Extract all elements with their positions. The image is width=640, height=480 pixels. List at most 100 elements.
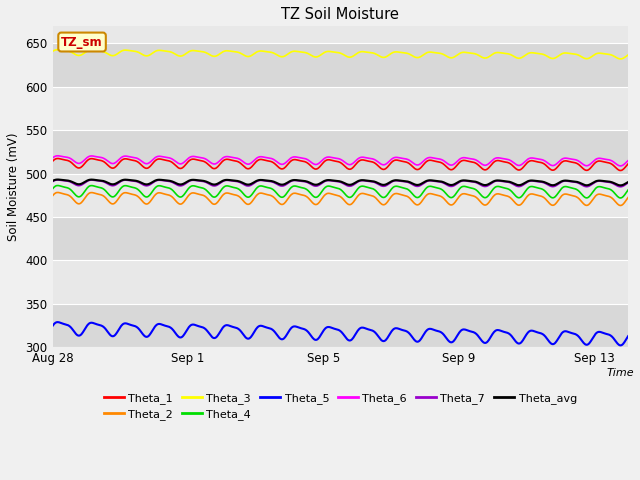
Theta_1 <box>616 168 624 173</box>
Theta_1 <box>396 158 404 164</box>
Theta_6 <box>49 155 56 161</box>
Theta_5 <box>49 323 56 329</box>
Theta_5 <box>348 337 355 343</box>
Theta_3 <box>49 48 56 54</box>
Theta_4 <box>624 187 632 193</box>
Y-axis label: Soil Moisture (mV): Soil Moisture (mV) <box>7 132 20 241</box>
Theta_1 <box>624 161 632 167</box>
Theta_3 <box>616 56 624 62</box>
Theta_6 <box>490 156 497 162</box>
Theta_1 <box>490 160 497 166</box>
Theta_5 <box>166 324 173 330</box>
Theta_4 <box>348 194 355 200</box>
Theta_7 <box>127 178 135 184</box>
Legend: Theta_1, Theta_2, Theta_3, Theta_4, Theta_5, Theta_6, Theta_7, Theta_avg: Theta_1, Theta_2, Theta_3, Theta_4, Thet… <box>99 388 581 425</box>
Theta_5 <box>396 326 404 332</box>
Line: Theta_avg: Theta_avg <box>52 180 628 185</box>
Theta_avg <box>166 178 173 184</box>
Theta_5 <box>624 333 632 339</box>
Theta_4 <box>49 186 56 192</box>
Theta_6 <box>127 154 135 160</box>
Theta_1 <box>348 166 355 172</box>
Theta_avg <box>490 179 497 184</box>
Theta_4 <box>490 186 497 192</box>
Theta_2 <box>166 192 173 198</box>
Theta_3 <box>166 49 173 55</box>
Theta_3 <box>490 51 497 57</box>
Theta_2 <box>49 193 56 199</box>
Theta_3 <box>115 50 123 56</box>
Theta_6 <box>348 161 355 167</box>
Line: Theta_7: Theta_7 <box>52 180 628 187</box>
Line: Theta_1: Theta_1 <box>52 158 628 170</box>
Text: Time: Time <box>606 368 634 378</box>
Theta_5 <box>490 330 497 336</box>
Theta_1 <box>127 157 135 163</box>
Line: Theta_3: Theta_3 <box>52 50 628 59</box>
Theta_1 <box>115 160 123 166</box>
Theta_1 <box>54 156 61 161</box>
Theta_3 <box>127 48 135 54</box>
Theta_3 <box>624 52 632 58</box>
Theta_1 <box>49 158 56 164</box>
Theta_6 <box>115 156 123 162</box>
Theta_6 <box>54 153 61 159</box>
Line: Theta_5: Theta_5 <box>52 322 628 346</box>
Theta_avg <box>127 177 135 183</box>
Theta_3 <box>54 47 61 53</box>
Theta_4 <box>166 185 173 191</box>
Theta_4 <box>396 184 404 190</box>
Theta_4 <box>127 184 135 190</box>
Theta_4 <box>115 188 123 193</box>
Theta_avg <box>49 178 56 184</box>
Theta_2 <box>616 203 624 208</box>
Theta_2 <box>54 190 61 195</box>
Bar <box>52 261 628 304</box>
Theta_avg <box>624 179 632 185</box>
Theta_4 <box>54 182 61 188</box>
Theta_2 <box>127 191 135 197</box>
Theta_5 <box>115 326 123 332</box>
Theta_avg <box>115 179 123 185</box>
Theta_7 <box>115 180 123 186</box>
Theta_7 <box>624 180 632 186</box>
Theta_avg <box>54 177 61 182</box>
Theta_6 <box>616 163 624 169</box>
Theta_7 <box>166 179 173 184</box>
Theta_avg <box>396 178 404 183</box>
Bar <box>52 87 628 130</box>
Line: Theta_6: Theta_6 <box>52 156 628 166</box>
Theta_6 <box>396 155 404 161</box>
Theta_2 <box>115 195 123 201</box>
Theta_avg <box>616 182 624 188</box>
Theta_3 <box>396 49 404 55</box>
Bar <box>52 130 628 174</box>
Theta_7 <box>490 180 497 185</box>
Theta_7 <box>54 177 61 183</box>
Text: TZ_sm: TZ_sm <box>61 36 103 48</box>
Theta_7 <box>348 183 355 189</box>
Theta_3 <box>348 54 355 60</box>
Theta_2 <box>396 192 404 197</box>
Theta_7 <box>616 184 624 190</box>
Line: Theta_4: Theta_4 <box>52 185 628 198</box>
Theta_1 <box>166 158 173 164</box>
Title: TZ Soil Moisture: TZ Soil Moisture <box>282 7 399 22</box>
Line: Theta_2: Theta_2 <box>52 192 628 205</box>
Theta_2 <box>624 195 632 201</box>
Theta_5 <box>616 343 624 348</box>
Bar <box>52 217 628 261</box>
Theta_avg <box>348 182 355 188</box>
Theta_4 <box>616 195 624 201</box>
Theta_5 <box>127 322 135 328</box>
Theta_2 <box>348 201 355 207</box>
Theta_6 <box>624 158 632 164</box>
Theta_2 <box>490 193 497 199</box>
Bar <box>52 174 628 217</box>
Theta_6 <box>166 155 173 161</box>
Theta_5 <box>54 319 61 325</box>
Theta_7 <box>49 179 56 184</box>
Theta_7 <box>396 178 404 184</box>
Bar <box>52 304 628 348</box>
Bar <box>52 43 628 87</box>
